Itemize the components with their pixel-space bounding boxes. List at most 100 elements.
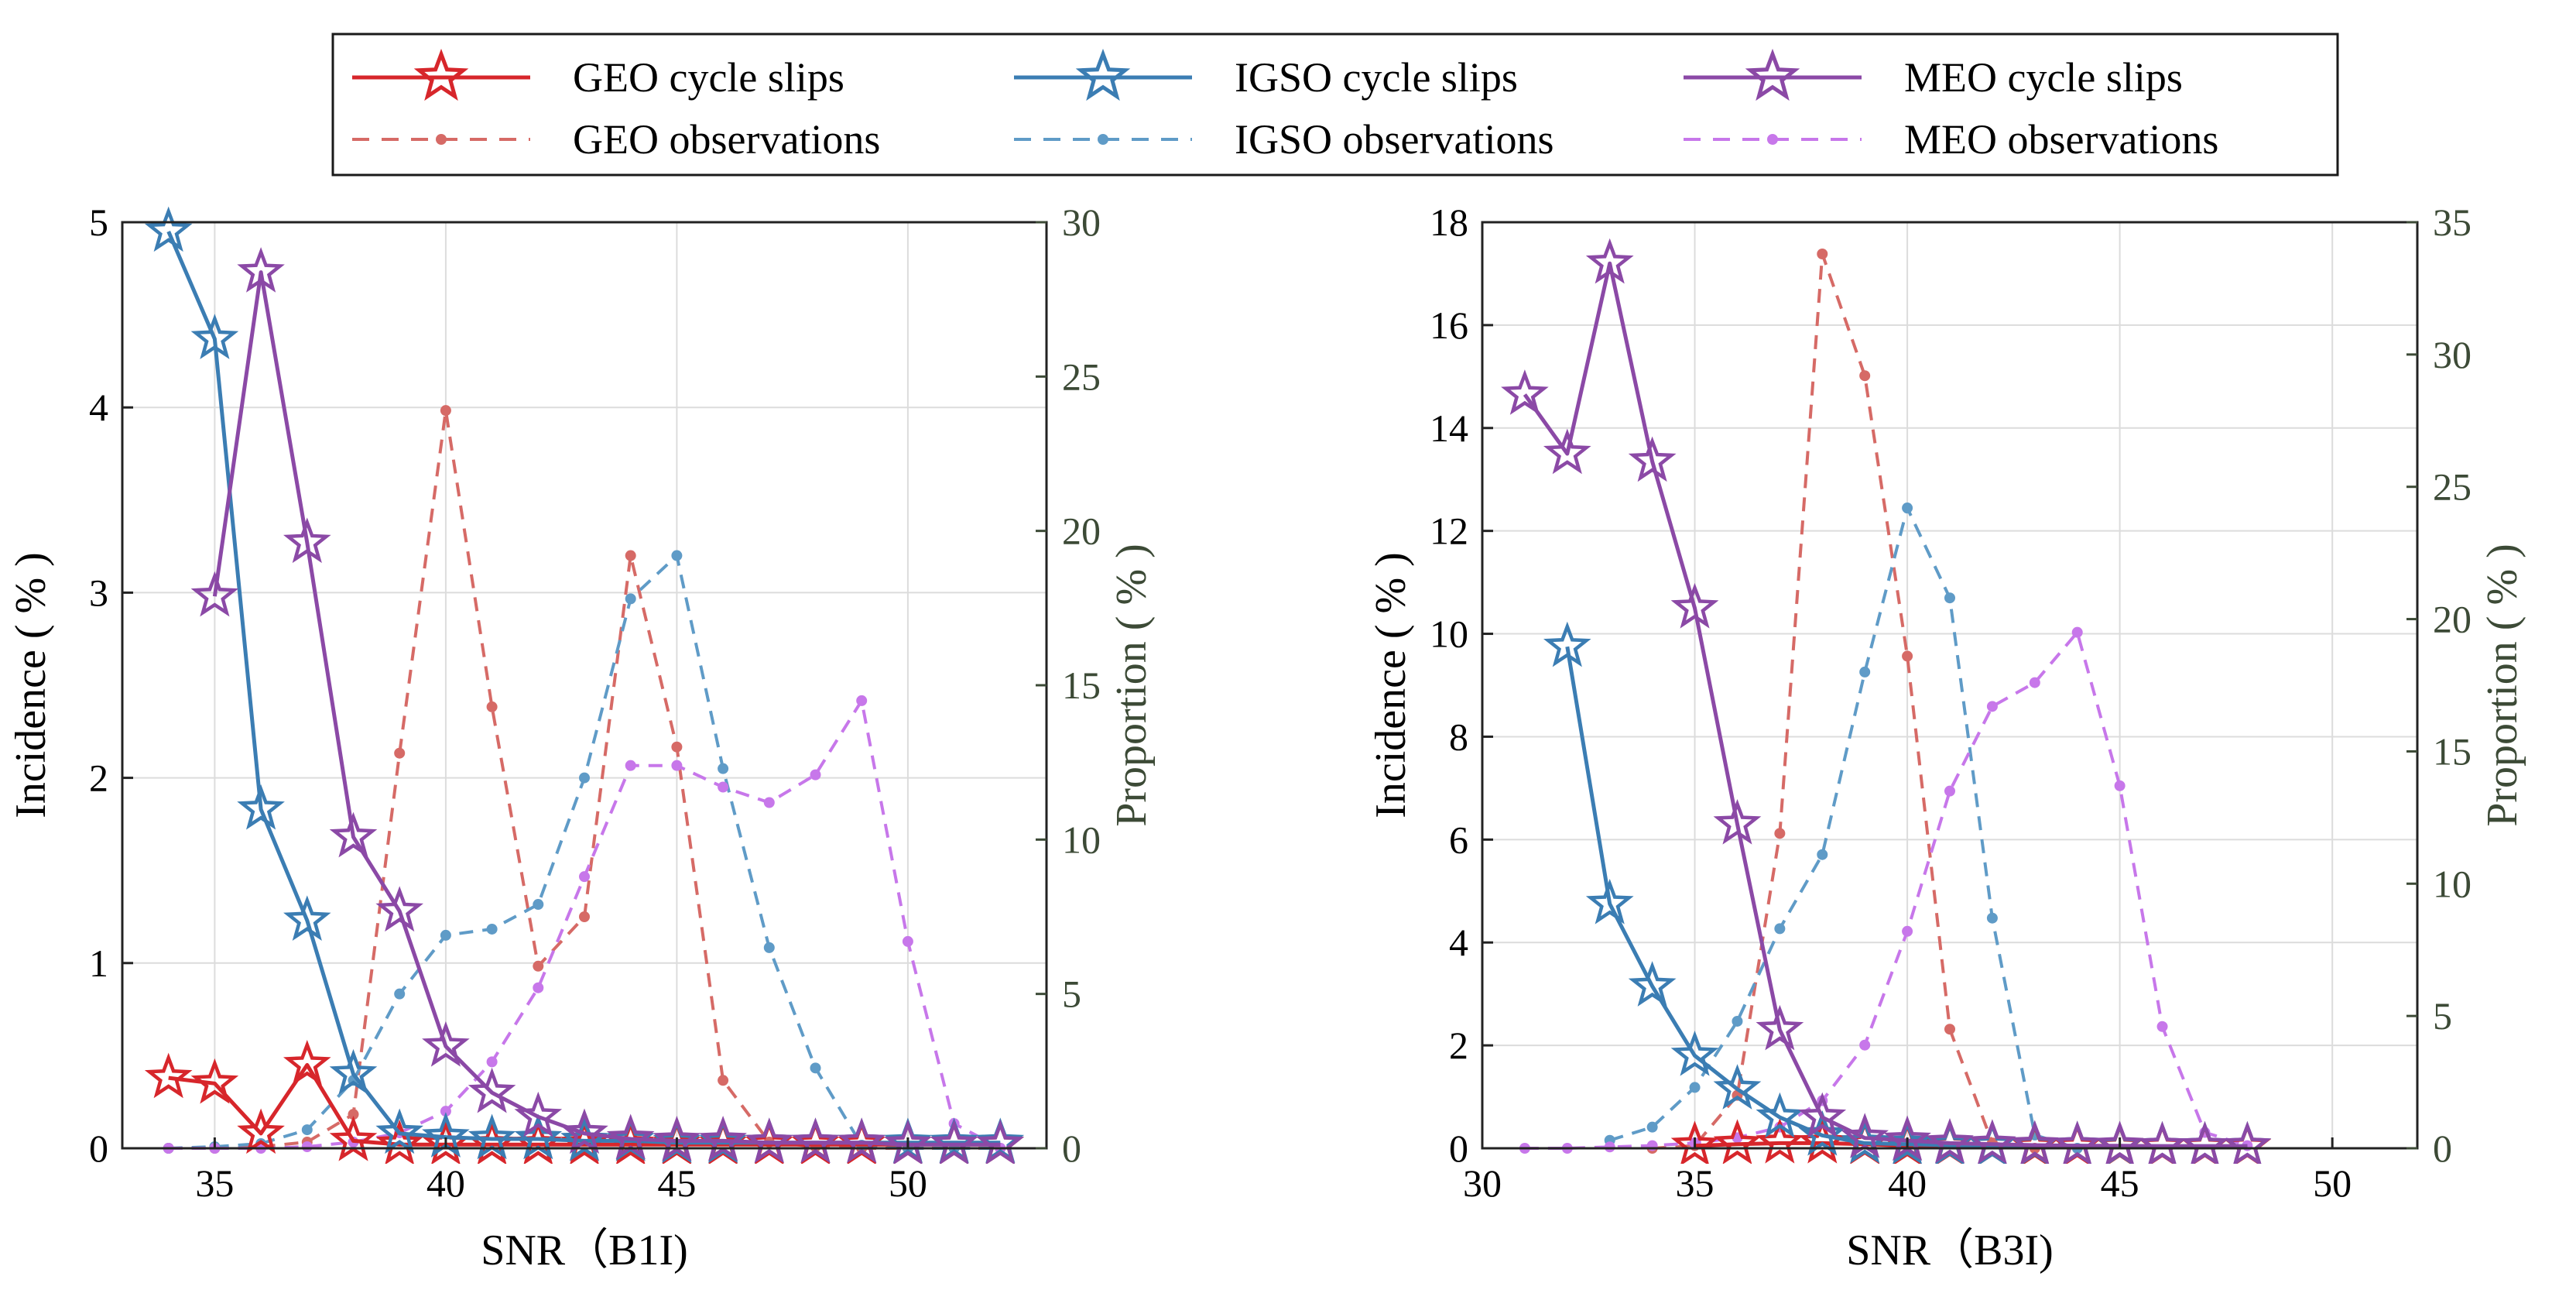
x-axis: 35 40 45 50 bbox=[195, 1137, 927, 1205]
panel-b1i: 35 40 45 50012345051015202530SNR（B1I)Incide… bbox=[7, 201, 1156, 1274]
data-point bbox=[440, 1106, 451, 1117]
series-meo-observations bbox=[163, 695, 1006, 1154]
y2-tick-label: 20 bbox=[2433, 598, 2472, 641]
plot-frame bbox=[1481, 221, 2419, 1150]
star-marker bbox=[190, 314, 239, 359]
star-marker bbox=[1968, 1119, 2016, 1164]
data-point bbox=[1774, 923, 1786, 935]
star-marker bbox=[468, 1067, 516, 1113]
star-marker bbox=[375, 1108, 424, 1154]
legend-item-igso_obs: IGSO observations bbox=[1014, 116, 1553, 163]
legend-box bbox=[331, 33, 2339, 177]
star-marker bbox=[237, 1108, 285, 1154]
series-meo-cycle-slips bbox=[1501, 238, 2272, 1164]
x-tick-label: 45 bbox=[2101, 1161, 2139, 1205]
x-tick-label: 45 bbox=[657, 1161, 696, 1205]
y-tick-label: 0 bbox=[89, 1127, 108, 1170]
legend-item-igso_slips: IGSO cycle slips bbox=[1014, 48, 1518, 101]
legend-item-meo_slips: MEO cycle slips bbox=[1684, 48, 2183, 101]
star-marker bbox=[2180, 1120, 2229, 1164]
data-point bbox=[301, 1124, 313, 1136]
star-marker bbox=[1798, 1110, 1847, 1156]
data-point bbox=[486, 1056, 498, 1068]
y-tick-label: 2 bbox=[1449, 1024, 1468, 1067]
legend-item-meo_obs: MEO observations bbox=[1684, 116, 2218, 163]
data-point bbox=[1944, 1024, 1955, 1035]
y2-axis-label: Proportion ( % ) bbox=[1108, 544, 1156, 827]
x-axis-label: SNR（B1I) bbox=[481, 1226, 688, 1274]
star-marker bbox=[283, 1039, 331, 1086]
data-point bbox=[1689, 1082, 1701, 1093]
star-marker bbox=[1585, 238, 1634, 284]
data-point bbox=[533, 899, 544, 911]
y-tick-label: 2 bbox=[89, 756, 108, 800]
legend-label: IGSO cycle slips bbox=[1235, 54, 1518, 101]
data-point bbox=[533, 960, 544, 972]
star-marker bbox=[375, 886, 424, 932]
star-marker bbox=[144, 1052, 193, 1099]
star-marker bbox=[1756, 1004, 1804, 1051]
data-point bbox=[625, 593, 636, 605]
legend-dot-marker bbox=[436, 134, 447, 145]
star-marker bbox=[2138, 1120, 2187, 1164]
data-point bbox=[1859, 1039, 1871, 1051]
y-tick-label: 0 bbox=[1449, 1127, 1468, 1170]
star-marker bbox=[1543, 621, 1591, 667]
series-line bbox=[166, 231, 1001, 1145]
series-igso-observations bbox=[1604, 503, 2083, 1154]
star-marker bbox=[283, 517, 331, 564]
legend-star-marker bbox=[413, 48, 469, 101]
series-line bbox=[1523, 261, 2248, 1148]
y-tick-label: 1 bbox=[89, 942, 108, 985]
series-meo-cycle-slips bbox=[190, 247, 1025, 1164]
y2-tick-label: 25 bbox=[1062, 355, 1101, 398]
star-marker bbox=[1585, 878, 1634, 925]
star-marker bbox=[2053, 1120, 2102, 1164]
series-geo-observations bbox=[1646, 249, 2040, 1154]
grid bbox=[1482, 221, 2417, 1149]
data-point bbox=[579, 772, 590, 784]
legend-star-marker bbox=[1745, 48, 1800, 101]
series-igso-observations bbox=[163, 550, 1006, 1154]
data-point bbox=[394, 988, 406, 1000]
data-point bbox=[2029, 677, 2040, 688]
y-tick-label: 14 bbox=[1430, 407, 1468, 450]
y2-tick-label: 10 bbox=[2433, 862, 2472, 905]
y-tick-label: 18 bbox=[1430, 201, 1468, 244]
star-marker bbox=[1670, 582, 1719, 629]
data-point bbox=[1817, 249, 1828, 260]
data-point bbox=[810, 1062, 821, 1074]
star-marker bbox=[2095, 1120, 2144, 1164]
series-line bbox=[1524, 629, 2248, 1150]
x-tick-label: 50 bbox=[889, 1161, 927, 1205]
data-point bbox=[1604, 1141, 1615, 1153]
y2-tick-label: 15 bbox=[1062, 664, 1101, 707]
y-tick-label: 8 bbox=[1449, 715, 1468, 758]
star-marker bbox=[2223, 1120, 2272, 1164]
data-point bbox=[1944, 785, 1955, 797]
y-tick-label: 16 bbox=[1430, 304, 1468, 347]
y-axis-label: Incidence ( % ) bbox=[1367, 552, 1415, 818]
series-igso-cycle-slips bbox=[144, 206, 1025, 1164]
y-tick-label: 4 bbox=[89, 386, 108, 429]
data-point bbox=[1774, 828, 1786, 839]
y-axis-right: 0 5 10 15 20 25 30 bbox=[1036, 201, 1101, 1170]
data-point bbox=[1859, 666, 1871, 678]
star-marker bbox=[930, 1119, 978, 1164]
y2-tick-label: 5 bbox=[2433, 994, 2452, 1038]
star-marker bbox=[1756, 1118, 1804, 1164]
star-marker bbox=[1670, 1030, 1719, 1076]
star-marker bbox=[190, 571, 239, 617]
star-marker bbox=[1628, 436, 1677, 482]
x-tick-label: 35 bbox=[195, 1161, 234, 1205]
y-tick-label: 5 bbox=[89, 201, 108, 244]
y-axis-left: 0 2 4 6 8 10 12 14 16 18 bbox=[1430, 201, 1493, 1170]
star-marker bbox=[1501, 369, 1549, 415]
star-marker bbox=[1926, 1117, 1974, 1164]
data-point bbox=[1859, 370, 1871, 382]
series-meo-observations bbox=[1519, 626, 2253, 1154]
y-tick-label: 3 bbox=[89, 571, 108, 614]
y2-tick-label: 35 bbox=[2433, 201, 2472, 244]
legend-item-geo_slips: GEO cycle slips bbox=[352, 48, 844, 101]
star-marker bbox=[422, 1021, 470, 1067]
